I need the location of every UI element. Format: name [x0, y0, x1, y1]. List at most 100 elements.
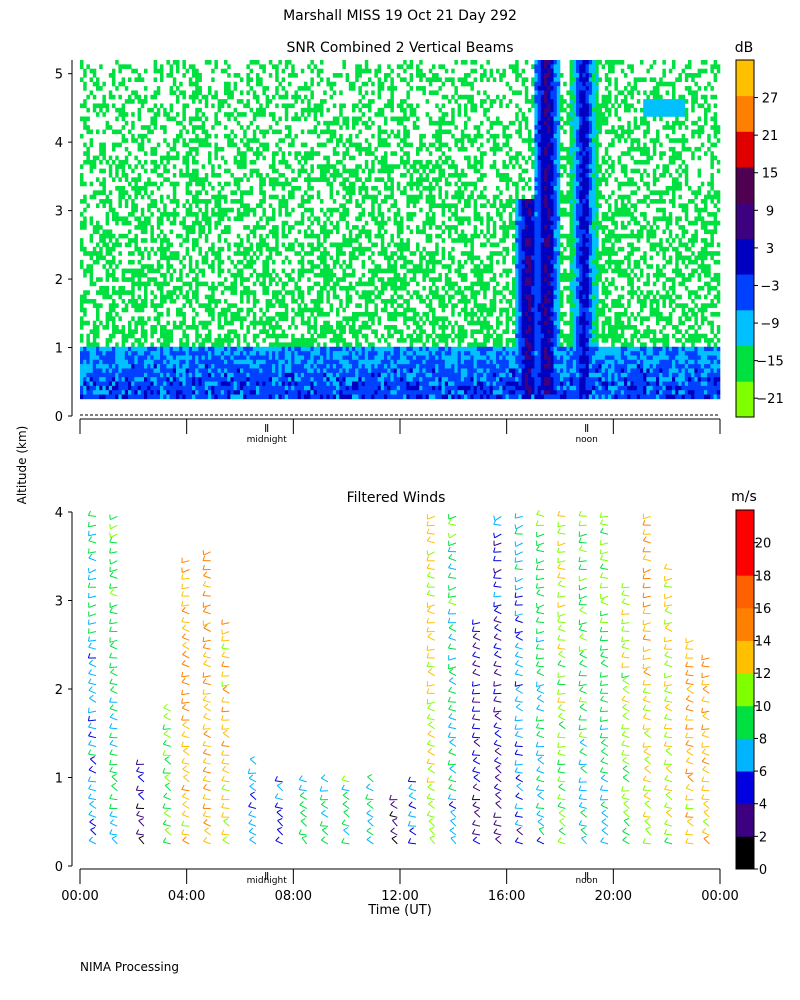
snr-cell: [403, 164, 407, 169]
snr-cell: [387, 64, 391, 69]
snr-cell: [140, 346, 145, 352]
snr-cell: [380, 138, 385, 143]
snr-cell: [428, 364, 433, 369]
snr-cell: [118, 364, 122, 369]
snr-cell: [134, 268, 138, 274]
snr-cell: [163, 294, 167, 300]
snr-cell: [249, 377, 254, 382]
snr-cell: [156, 112, 161, 117]
snr-cell: [300, 372, 305, 378]
snr-cell: [358, 346, 362, 352]
snr-cell: [256, 112, 260, 117]
snr-cell: [352, 285, 356, 291]
snr-cell: [422, 351, 426, 356]
snr-cell: [304, 142, 308, 148]
snr-cell: [224, 298, 228, 304]
snr-cell: [214, 146, 218, 152]
snr-cell: [204, 381, 209, 387]
snr-cell: [268, 255, 273, 261]
snr-cell: [236, 355, 241, 361]
snr-cell: [252, 281, 257, 287]
snr-cell: [278, 368, 282, 374]
snr-cell: [224, 112, 228, 117]
snr-cell: [131, 177, 135, 182]
snr-cell: [112, 390, 116, 395]
snr-cell: [275, 333, 279, 339]
snr-cell: [179, 220, 183, 226]
snr-cell: [438, 107, 442, 113]
snr-cell: [355, 177, 359, 182]
snr-cell: [441, 294, 446, 300]
snr-cell: [390, 316, 394, 321]
snr-cell: [396, 129, 401, 135]
snr-cell: [275, 77, 279, 83]
snr-cell: [112, 212, 116, 217]
snr-cell: [156, 68, 161, 74]
snr-cell: [144, 125, 148, 130]
snr-cell: [268, 73, 273, 78]
snr-cell: [236, 381, 241, 387]
snr-cell: [396, 255, 401, 261]
snr-cell: [243, 207, 247, 213]
snr-cell: [345, 238, 350, 243]
snr-cell: [163, 281, 167, 287]
snr-cell: [364, 138, 369, 143]
snr-cell: [144, 377, 148, 382]
snr-cell: [230, 138, 234, 143]
snr-cell: [339, 125, 343, 130]
snr-cell: [342, 168, 346, 174]
snr-cell: [297, 277, 302, 282]
snr-cell: [323, 251, 327, 256]
snr-cell: [96, 77, 100, 83]
snr-cell: [188, 377, 193, 382]
snr-cell: [374, 220, 378, 226]
snr-cell: [300, 142, 305, 148]
snr-cell: [422, 342, 426, 348]
snr-cell: [380, 155, 385, 161]
snr-cell: [374, 372, 378, 378]
snr-cell: [342, 329, 346, 335]
snr-cell: [364, 385, 369, 391]
snr-cell: [384, 186, 388, 191]
snr-cell: [252, 311, 257, 317]
snr-cell: [131, 359, 135, 365]
snr-cell: [403, 133, 407, 139]
snr-cell: [409, 181, 414, 187]
snr-cell: [224, 168, 228, 174]
snr-cell: [393, 203, 398, 209]
snr-cell: [332, 368, 337, 374]
snr-cell: [403, 77, 407, 83]
snr-cell: [275, 142, 279, 148]
snr-cell: [156, 281, 161, 287]
snr-cell: [332, 129, 337, 135]
snr-cell: [329, 268, 334, 274]
snr-cell: [204, 220, 209, 226]
snr-cell: [361, 103, 366, 109]
snr-cell: [467, 155, 471, 161]
snr-cell: [214, 351, 218, 356]
snr-cell: [268, 394, 273, 400]
snr-cell: [96, 103, 100, 109]
snr-cell: [92, 342, 97, 348]
snr-cell: [246, 81, 250, 87]
snr-cell: [275, 294, 279, 300]
snr-cell: [361, 281, 366, 287]
snr-cell: [316, 281, 321, 287]
snr-cell: [441, 129, 446, 135]
snr-cell: [355, 77, 359, 83]
snr-cell: [329, 138, 334, 143]
snr-cell: [380, 86, 385, 91]
snr-cell: [278, 116, 282, 122]
snr-cell: [211, 164, 215, 169]
snr-cell: [352, 168, 356, 174]
snr-cell: [403, 285, 407, 291]
snr-cell: [460, 307, 465, 313]
snr-cell: [160, 155, 164, 161]
snr-cell: [192, 381, 196, 387]
snr-cell: [201, 372, 206, 378]
snr-cell: [377, 351, 382, 356]
snr-cell: [243, 377, 247, 382]
snr-cell: [326, 264, 330, 269]
snr-cell: [265, 86, 270, 91]
snr-cell: [281, 316, 286, 321]
